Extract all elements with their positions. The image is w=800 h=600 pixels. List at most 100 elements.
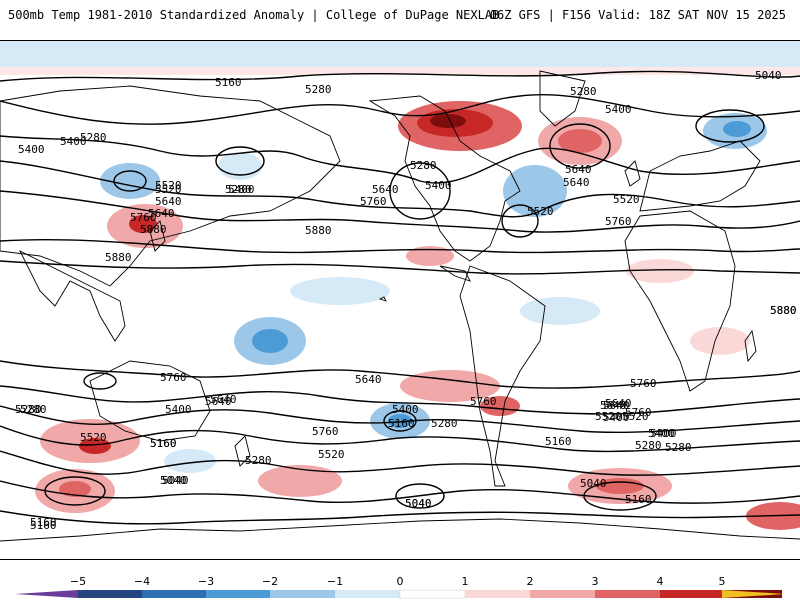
colorbar-segment	[335, 590, 400, 598]
contour-label: 5280	[570, 85, 597, 98]
contour-label: 5280	[410, 159, 437, 172]
contour-label: 5040	[162, 474, 189, 487]
contour-label: 5760	[312, 425, 339, 438]
contour-label: 5160	[545, 435, 572, 448]
colorbar-segment	[15, 590, 78, 598]
colorbar-segments	[15, 589, 785, 599]
contour-label: 5400	[392, 403, 419, 416]
contour-label: 5640	[600, 399, 627, 412]
colorbar-ticks: −5 −4 −3 −2 −1 0 1 2 3 4 5	[70, 575, 726, 588]
map-title: 500mb Temp 1981-2010 Standardized Anomal…	[8, 8, 500, 22]
colorbar-segment	[530, 590, 595, 598]
contour-label: 5160	[215, 76, 242, 89]
contour-label: 5640	[605, 397, 632, 410]
contour-label: 5040	[405, 497, 432, 510]
anomaly-shading	[0, 41, 800, 530]
contour-label: 5880	[105, 251, 132, 264]
contour-label: 5160	[150, 437, 177, 450]
contour-label: 5040	[755, 69, 782, 82]
contour-label: 5040	[160, 474, 187, 487]
colorbar-segment	[270, 590, 335, 598]
contour-label: 5040	[580, 477, 607, 490]
contour-label: 5760	[625, 406, 652, 419]
contour-label: 5760	[360, 195, 387, 208]
contour-label: 5400	[650, 427, 677, 440]
contour-labels: 5160 5280 5400 5040 5280 5400 5280 5520 …	[15, 69, 797, 532]
colorbar-tick: −4	[134, 575, 150, 588]
colorbar-tick: 4	[657, 575, 664, 588]
colorbar-segment	[142, 590, 206, 598]
contour-label: 5880	[770, 304, 797, 317]
colorbar-segment	[206, 590, 270, 598]
contour-label: 5520	[613, 193, 640, 206]
contour-label: 5400	[165, 403, 192, 416]
contour-label: 5640	[372, 183, 399, 196]
colorbar-segment	[78, 590, 142, 598]
anomaly-map[interactable]: 5160 5280 5400 5040 5280 5400 5280 5520 …	[0, 41, 800, 559]
contour-label: 5760	[130, 211, 157, 224]
header: 500mb Temp 1981-2010 Standardized Anomal…	[0, 0, 800, 30]
contour-label: 5160	[388, 417, 415, 430]
contour-label: 5160	[30, 519, 57, 532]
colorbar-tick: 1	[462, 575, 469, 588]
contour-label: 5400	[228, 183, 255, 196]
contour-label: 5520	[527, 205, 554, 218]
contour-label: 5760	[470, 395, 497, 408]
colorbar-svg: −5 −4 −3 −2 −1 0 1 2 3 4 5	[15, 575, 785, 599]
contour-label: 5400	[648, 427, 675, 440]
colorbar-tick: 2	[527, 575, 534, 588]
contour-label: 5280	[15, 403, 42, 416]
contour-label: 5640	[148, 207, 175, 220]
contour-label: 5640	[355, 373, 382, 386]
contour-label: 5280	[80, 131, 107, 144]
contour-label: 5760	[160, 371, 187, 384]
colorbar-segment	[660, 590, 722, 598]
contour-label: 5640	[603, 399, 630, 412]
contour-label: 5760	[605, 215, 632, 228]
colorbar-tick: −5	[70, 575, 86, 588]
contour-label: 5280	[305, 83, 332, 96]
contour-label: 5400	[60, 135, 87, 148]
contour-label: 5400	[605, 103, 632, 116]
contour-label: 5400	[18, 143, 45, 156]
colorbar-segment	[595, 590, 660, 598]
coastlines	[0, 70, 800, 542]
contour-label: 5520	[318, 448, 345, 461]
contour-label: 5280	[635, 439, 662, 452]
colorbar-tick: −2	[262, 575, 278, 588]
contour-label: 5880	[140, 223, 167, 236]
contour-label: 5400	[425, 179, 452, 192]
contour-label: 5520	[622, 410, 649, 423]
contour-label: 5880	[770, 304, 797, 317]
colorbar-segment	[465, 590, 530, 598]
model-run-info: 06Z GFS | F156 Valid: 18Z SAT NOV 15 202…	[489, 8, 786, 22]
height-contours	[0, 70, 800, 525]
contour-label: 5520	[155, 183, 182, 196]
contour-label: 5040	[405, 497, 432, 510]
contour-label: 5280	[225, 183, 252, 196]
colorbar-tick: −3	[198, 575, 214, 588]
colorbar-tick: 5	[719, 575, 726, 588]
contour-label: 5640	[155, 195, 182, 208]
contour-label: 5640	[565, 163, 592, 176]
contour-label: 5280	[245, 454, 272, 467]
contour-label: 5160	[30, 516, 57, 529]
contour-label: 5640	[563, 176, 590, 189]
colorbar-segment	[722, 590, 785, 598]
colorbar-tick: 0	[397, 575, 404, 588]
colorbar-tick: 3	[592, 575, 599, 588]
contour-label: 5160	[150, 437, 177, 450]
contour-label: 5640	[205, 395, 232, 408]
colorbar-tick: −1	[327, 575, 343, 588]
contour-label: 5880	[305, 224, 332, 237]
contour-label: 5280	[665, 441, 692, 454]
contour-label: 5760	[630, 377, 657, 390]
colorbar: −5 −4 −3 −2 −1 0 1 2 3 4 5	[0, 560, 800, 600]
contour-label: 5400	[603, 411, 630, 424]
contour-label: 5160	[625, 493, 652, 506]
contour-label: 5640	[210, 393, 237, 406]
contour-label: 5280	[431, 417, 458, 430]
colorbar-segment	[399, 589, 466, 599]
contour-label: 5520	[80, 431, 107, 444]
map-panel[interactable]: 5160 5280 5400 5040 5280 5400 5280 5520 …	[0, 40, 800, 560]
